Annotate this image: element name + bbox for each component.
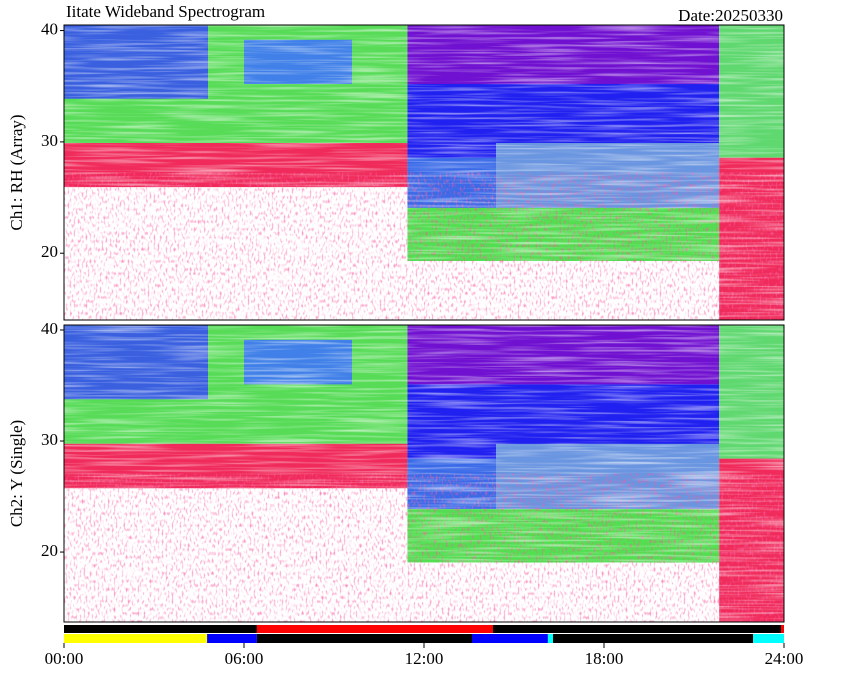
y-axis-label: Ch2: Y (Single)	[7, 420, 26, 527]
status-segment	[64, 634, 208, 643]
date: Date:20250330	[678, 6, 783, 25]
status-segment	[256, 634, 472, 643]
status-segment	[256, 625, 493, 633]
status-segment	[553, 634, 754, 643]
y-axis-label: Ch1: RH (Array)	[7, 114, 26, 230]
x-tick-label: 00:00	[45, 649, 84, 668]
x-tick-label: 24:00	[765, 649, 804, 668]
y-tick-label: 40	[41, 319, 58, 338]
title: Iitate Wideband Spectrogram	[66, 2, 265, 21]
x-tick-label: 18:00	[585, 649, 624, 668]
white-streaks	[64, 25, 784, 320]
panel-frame	[63, 324, 785, 623]
y-tick-label: 30	[41, 131, 58, 150]
status-segment	[781, 625, 784, 633]
status-segment	[493, 625, 781, 633]
status-segment	[472, 634, 548, 643]
y-tick-label: 20	[41, 242, 58, 261]
y-tick-label: 40	[41, 19, 58, 38]
white-streaks	[64, 325, 784, 622]
status-segment	[547, 634, 553, 643]
status-segment	[207, 634, 257, 643]
y-tick-label: 30	[41, 430, 58, 449]
x-tick-label: 06:00	[225, 649, 264, 668]
x-tick-label: 12:00	[405, 649, 444, 668]
y-tick-label: 20	[41, 541, 58, 560]
panel-frame	[63, 24, 785, 321]
status-segment	[64, 625, 257, 633]
status-segment	[753, 634, 784, 643]
